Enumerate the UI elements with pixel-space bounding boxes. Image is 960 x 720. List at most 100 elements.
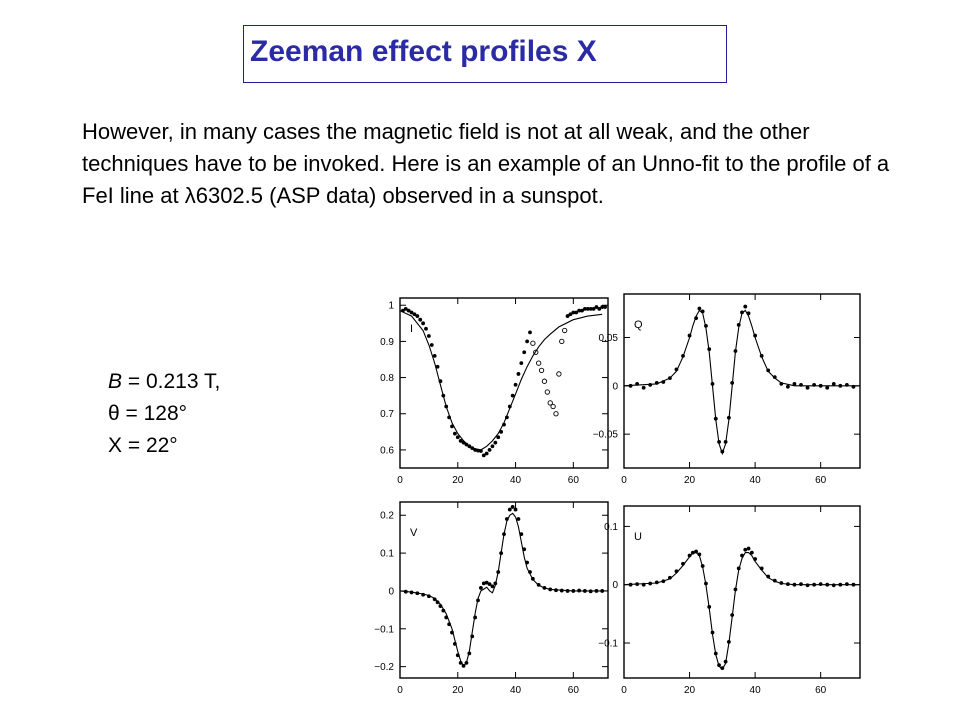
panel-i-data-point (470, 446, 475, 451)
panel-u-data-point (749, 550, 754, 555)
panel-v-data-point (528, 570, 532, 574)
panel-u-data-point (723, 659, 728, 664)
panel-i-data-point (577, 308, 582, 313)
panel-u-data-point (740, 553, 744, 558)
panel-i-data-point (565, 314, 570, 318)
panel-v-data-point (496, 570, 501, 574)
param-line-field-strength: B = 0.213 T, (108, 366, 220, 398)
panel-q-data-point (736, 323, 741, 327)
panel-u-data-point (661, 579, 666, 584)
panel-v-data-point (447, 622, 452, 627)
panel-u-data-point (772, 578, 777, 583)
panel-u-data-point (753, 557, 758, 561)
panel-v-data-point (444, 615, 449, 620)
panel-i-open-point (541, 378, 548, 384)
panel-u-data-point (766, 574, 771, 579)
panel-i-data-point (447, 415, 452, 420)
panel-v-data-point (470, 634, 475, 639)
panel-q-data-point (687, 333, 692, 338)
panel-v-data-point (421, 592, 426, 597)
panel-v-data-point (499, 551, 504, 555)
panel-i-open-point (530, 340, 536, 346)
panel-i-data-point (600, 305, 605, 309)
panel-i-open-point (556, 371, 562, 377)
panel-u-data-point (844, 582, 849, 587)
panel-i-data-point (426, 334, 431, 338)
panel-q-data-point (838, 383, 843, 388)
panel-v-data-point (450, 630, 454, 635)
panel-v-xtick-label: 40 (510, 685, 522, 696)
panel-u-data-point (799, 582, 803, 587)
panel-i-ytick-label: 0.8 (380, 373, 394, 384)
panel-q-data-point (648, 382, 653, 387)
panel-i-data-point (490, 444, 495, 449)
panel-i-data-point (418, 317, 423, 322)
panel-i-data-point (522, 350, 527, 355)
panel-i-label: I (410, 323, 413, 335)
panel-v-data-point (432, 597, 437, 602)
panel-v-data-point (467, 651, 472, 656)
panel-u-data-point (851, 582, 856, 587)
panel-q-data-point (779, 382, 784, 386)
panel-i-data-point (455, 435, 460, 440)
panel-u-data-point (717, 663, 721, 668)
panel-q-data-point (681, 353, 685, 358)
panel-i-data-point (478, 449, 483, 453)
panel-i-open-point (559, 338, 565, 345)
title-box: Zeeman effect profiles X (243, 25, 727, 83)
panel-v-label: V (410, 527, 418, 539)
panel-q-data-point (635, 382, 640, 386)
panel-v-frame (399, 501, 609, 679)
panel-u-data-point (759, 566, 764, 571)
panel-q-data-point (723, 440, 728, 444)
panel-v-data-point (559, 588, 564, 593)
panel-v-ytick-label: −0.2 (374, 662, 394, 673)
panel-u-data-point (838, 582, 843, 587)
panel-i-data-point (400, 308, 405, 313)
panel-i-data-point (574, 310, 579, 315)
panel-v-data-point (478, 586, 483, 590)
panel-i-data-point (516, 372, 521, 376)
panel-v-data-point (536, 582, 541, 587)
panel-q-data-point (753, 333, 758, 338)
param-value: X = 22° (108, 434, 178, 457)
panel-u-data-point (730, 613, 735, 617)
panel-u-xtick-label: 0 (621, 685, 627, 696)
panel-i-data-point (406, 308, 411, 313)
panel-i-data-point (412, 312, 417, 317)
panel-i-data-point (504, 415, 509, 420)
panel-q-data-point (697, 306, 702, 311)
panel-v-data-point (510, 505, 515, 509)
panel-u-data-point (805, 583, 810, 588)
panel-u-ytick-label: 0.1 (604, 522, 618, 533)
panel-i-xtick-label: 60 (568, 475, 580, 486)
panel-i-data-point (441, 393, 446, 398)
panel-i-data-point (429, 343, 434, 347)
panel-i-data-point (603, 305, 608, 309)
panel-q-data-point (851, 384, 856, 389)
panel-v-ytick-label: 0.1 (380, 549, 394, 560)
panel-q-ytick-label: 0.05 (599, 333, 619, 344)
panel-u-data-point (635, 582, 640, 587)
panel-v-data-point (571, 589, 576, 593)
panel-v-data-point (409, 590, 414, 595)
panel-i-open-point (562, 327, 568, 334)
panel-q-data-point (654, 381, 659, 385)
panel-u-data-point (736, 566, 741, 571)
panel-u-xtick-label: 60 (815, 685, 827, 696)
panel-q-data-point (772, 375, 777, 380)
panel-i-data-point (519, 361, 524, 366)
panel-q-label: Q (634, 319, 643, 331)
panel-u-data-point (713, 651, 718, 656)
panel-q-data-point (818, 383, 823, 388)
param-symbol: B (108, 370, 123, 393)
param-value: = 0.213 T, (122, 370, 221, 393)
panel-v-data-point (415, 591, 420, 596)
panel-v-data-point (502, 532, 506, 537)
panel-i-data-point (452, 431, 457, 436)
panel-u-data-point (831, 583, 836, 588)
panel-i-ytick-label: 0.6 (380, 445, 394, 456)
panel-v-data-point (582, 589, 587, 593)
panel-u-data-point (746, 546, 751, 551)
